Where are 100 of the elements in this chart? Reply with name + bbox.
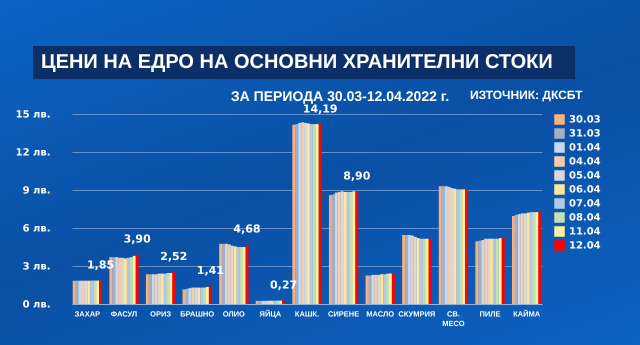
bar xyxy=(487,238,490,304)
bar xyxy=(402,234,406,304)
bar xyxy=(273,300,276,304)
bar xyxy=(78,280,82,304)
bar xyxy=(352,191,356,304)
bar xyxy=(96,280,100,304)
bar xyxy=(130,257,133,304)
legend-label: 12.04 xyxy=(569,240,601,252)
bar xyxy=(84,280,88,304)
bar xyxy=(368,276,372,304)
bar xyxy=(188,288,192,304)
bar xyxy=(518,214,521,304)
bar xyxy=(383,274,386,304)
bar xyxy=(270,300,274,304)
y-tick-label: 3 лв. xyxy=(22,262,50,272)
bar xyxy=(426,238,429,304)
bar xyxy=(258,300,262,304)
bar xyxy=(301,122,304,304)
bar xyxy=(465,189,468,304)
bar xyxy=(304,122,307,304)
bar xyxy=(200,288,204,304)
bar xyxy=(374,274,378,304)
bar xyxy=(502,238,505,304)
bar xyxy=(118,258,122,304)
y-tick-label: 15 лв. xyxy=(16,110,50,120)
bar xyxy=(307,124,310,304)
bar xyxy=(371,274,374,304)
bar xyxy=(228,244,231,304)
bar xyxy=(230,246,234,304)
bar xyxy=(121,258,124,304)
bar xyxy=(246,244,248,304)
legend-label: 31.03 xyxy=(569,128,601,140)
chart-subtitle: ЗА ПЕРИОДА 30.03-12.04.2022 г. xyxy=(230,88,450,104)
bar xyxy=(453,188,456,304)
bar xyxy=(76,280,79,304)
bar xyxy=(538,212,542,304)
bar xyxy=(185,288,188,304)
bar xyxy=(279,300,282,304)
bar xyxy=(154,274,158,304)
bar xyxy=(462,189,466,304)
data-label: 8,90 xyxy=(343,169,371,182)
y-tick-label: 12 лв. xyxy=(16,148,50,158)
bar xyxy=(408,234,411,304)
bar xyxy=(169,272,172,304)
data-label: 2,52 xyxy=(160,250,188,264)
y-tick-label: 6 лв. xyxy=(22,224,50,234)
bar xyxy=(242,247,246,304)
y-tick-label: 0 лв. xyxy=(22,300,50,310)
bar xyxy=(126,258,130,304)
bar xyxy=(82,280,84,304)
data-label: 4,68 xyxy=(233,222,261,236)
bar xyxy=(456,189,460,304)
bar xyxy=(484,238,488,304)
legend-label: 06.04 xyxy=(569,184,601,196)
bar xyxy=(444,186,448,304)
text: ИЗТОЧНИК: ДКСБТ xyxy=(470,88,582,102)
bar xyxy=(310,124,313,304)
bar xyxy=(428,238,432,304)
bar xyxy=(535,212,538,304)
bar xyxy=(148,274,152,304)
bar xyxy=(526,212,530,304)
bar xyxy=(240,247,243,304)
bar xyxy=(264,300,268,304)
bar xyxy=(492,238,496,304)
bar xyxy=(236,247,240,304)
bar xyxy=(197,288,200,304)
bar xyxy=(405,234,408,304)
legend-label: 04.04 xyxy=(569,156,601,168)
bar xyxy=(422,238,426,304)
bar xyxy=(267,300,270,304)
bar xyxy=(124,258,127,304)
bar xyxy=(512,216,515,304)
bar xyxy=(392,272,395,304)
bar xyxy=(146,274,149,304)
bar xyxy=(262,300,265,304)
bar xyxy=(380,274,384,304)
bar xyxy=(318,124,322,304)
bar xyxy=(160,274,164,304)
bar xyxy=(532,212,536,304)
bar xyxy=(158,274,161,304)
bar xyxy=(72,280,76,304)
bar xyxy=(99,280,102,304)
bar xyxy=(496,238,499,304)
bar xyxy=(450,188,454,304)
bar xyxy=(206,286,209,304)
y-tick-label: 9 лв. xyxy=(22,186,50,196)
bar xyxy=(414,236,417,304)
bar xyxy=(298,122,302,304)
bar xyxy=(420,238,423,304)
bar xyxy=(332,194,335,304)
bar xyxy=(386,274,389,304)
bar xyxy=(346,192,350,304)
bar xyxy=(442,186,445,304)
legend-label: 11.04 xyxy=(569,226,601,238)
legend-label: 07.04 xyxy=(569,198,601,210)
bar xyxy=(490,238,493,304)
bar xyxy=(166,272,170,304)
legend-label: 08.04 xyxy=(569,212,601,224)
bar xyxy=(225,244,228,304)
bar xyxy=(222,244,226,304)
